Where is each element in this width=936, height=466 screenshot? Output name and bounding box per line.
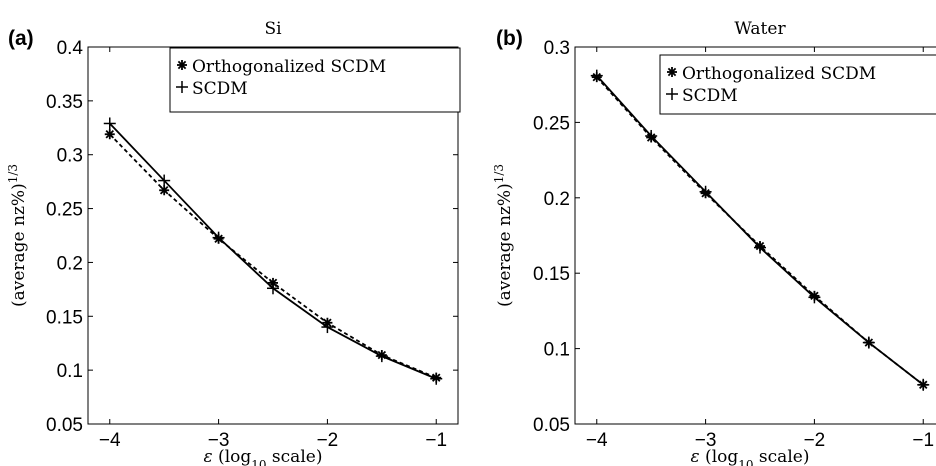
- legend-entry-label: SCDM: [682, 86, 738, 106]
- plot-frame: [87, 46, 459, 425]
- legend-box: [169, 47, 461, 113]
- marker-plus: [176, 81, 188, 93]
- marker-asterisk: [177, 60, 187, 70]
- y-tick-label: 0.35: [46, 92, 83, 113]
- series-line-asterisk: [109, 133, 437, 379]
- series-line-plus: [596, 75, 924, 386]
- marker-plus: [212, 231, 225, 244]
- y-tick-label: 0.3: [57, 146, 83, 167]
- marker-plus: [158, 174, 171, 187]
- series-line-asterisk: [596, 76, 924, 386]
- panel-label: (b): [496, 27, 523, 50]
- y-tick-label: 0.1: [57, 361, 83, 382]
- plot-frame: [574, 46, 936, 425]
- y-tick-label: 0.25: [46, 200, 83, 221]
- y-axis-label: (average nz%)1/3: [492, 164, 515, 307]
- y-tick-label: 0.2: [544, 189, 570, 210]
- series-line-plus: [109, 122, 437, 380]
- chart-title: Water: [734, 19, 786, 39]
- marker-plus: [917, 378, 930, 391]
- marker-plus: [754, 241, 766, 254]
- legend-box: [659, 54, 936, 115]
- marker-plus: [862, 336, 875, 349]
- marker-asterisk: [667, 67, 677, 77]
- x-tick-label: −4: [99, 430, 121, 451]
- y-tick-label: 0.15: [533, 264, 570, 285]
- y-tick-label: 0.2: [57, 253, 83, 274]
- x-tick-label: −2: [804, 430, 826, 451]
- y-tick-label: 0.3: [544, 38, 570, 59]
- x-tick-label: −3: [208, 430, 230, 451]
- y-tick-label: 0.05: [46, 415, 83, 436]
- legend-entry-label: SCDM: [192, 79, 248, 99]
- panel-a: (a) Si 0.05 0.1 0.15 0.2 0.25 0.3 0.35 0.4 −4 −3 −2 −…: [6, 19, 461, 466]
- marker-plus: [267, 282, 279, 295]
- x-tick-label: −2: [317, 430, 339, 451]
- marker-plus: [699, 185, 712, 198]
- x-axis-label: ε (log10 scale): [691, 447, 810, 466]
- marker-plus: [321, 321, 334, 334]
- marker-plus: [590, 69, 603, 82]
- x-tick-label: −4: [586, 430, 608, 451]
- x-tick-label: −3: [695, 430, 717, 451]
- marker-asterisk: [104, 129, 115, 140]
- marker-plus: [430, 372, 443, 385]
- y-tick-label: 0.25: [533, 113, 570, 134]
- legend-entry-label: Orthogonalized SCDM: [192, 57, 386, 77]
- marker-plus: [808, 291, 821, 304]
- legend-entry-label: Orthogonalized SCDM: [682, 64, 876, 84]
- y-tick-label: 0.15: [46, 307, 83, 328]
- y-axis-label: (average nz%)1/3: [6, 164, 29, 307]
- chart-title: Si: [264, 19, 282, 39]
- x-tick-label: −1: [425, 430, 447, 451]
- y-tick-label: 0.4: [57, 38, 84, 59]
- panel-label: (a): [8, 27, 34, 50]
- marker-plus: [666, 88, 678, 100]
- x-tick-label: −1: [912, 430, 934, 451]
- panel-b: (b) Water 0.05 0.1 0.15 0.2 0.25 0.3 −4 −3 −2 −1 ε (…: [492, 19, 936, 466]
- marker-plus: [375, 350, 388, 363]
- y-tick-label: 0.05: [533, 415, 570, 436]
- marker-plus: [103, 117, 116, 130]
- y-tick-label: 0.1: [544, 340, 570, 361]
- x-axis-label: ε (log10 scale): [204, 447, 323, 466]
- marker-asterisk: [159, 185, 170, 196]
- marker-plus: [645, 129, 658, 142]
